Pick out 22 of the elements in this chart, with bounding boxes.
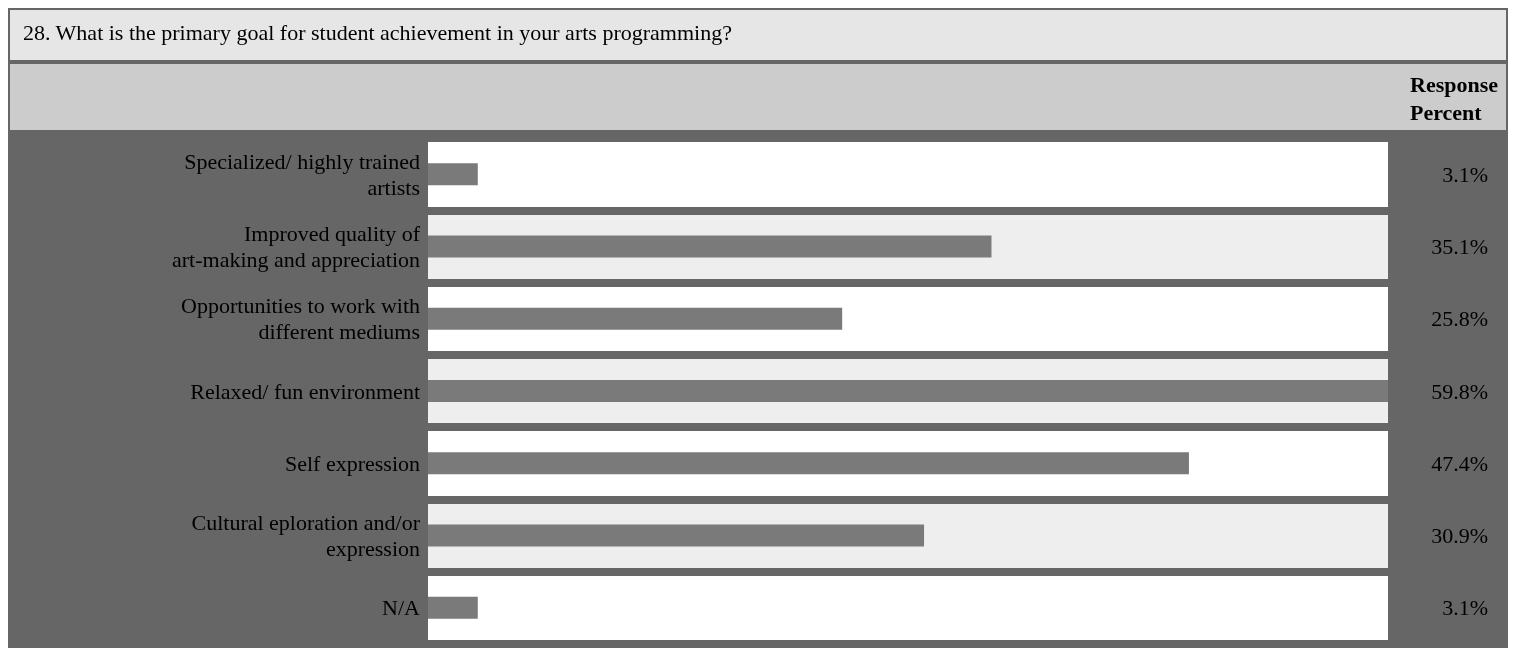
data-label: 30.9% (1431, 523, 1488, 549)
data-label: 3.1% (1442, 161, 1488, 187)
bar (428, 307, 843, 330)
y-tick-label: Cultural eploration and/or expression (191, 510, 421, 562)
y-tick-label: Improved quality of art-making and appreciation (171, 220, 421, 272)
data-label: 59.8% (1431, 378, 1488, 404)
text: Response Percent (1409, 71, 1499, 125)
y-tick-label: Relaxed/ fun environment (190, 378, 420, 404)
bar (428, 235, 992, 258)
y-tick-label: Opportunities to work with different mediums (181, 293, 420, 345)
y-tick-label: Specialized/ highly trained artists (184, 148, 420, 200)
data-label: 47.4% (1431, 450, 1488, 476)
bar (428, 524, 925, 547)
data-label: 25.8% (1431, 306, 1488, 332)
data-label: 35.1% (1431, 233, 1488, 259)
data-label: 3.1% (1442, 595, 1488, 621)
y-tick-label: Self expression (284, 450, 420, 476)
bar (428, 452, 1189, 475)
y-tick-label: N/A (382, 595, 421, 621)
bar (428, 596, 478, 619)
chart-title: 28. What is the primary goal for student achievement in your arts programming? (23, 19, 732, 45)
bar (428, 163, 478, 186)
